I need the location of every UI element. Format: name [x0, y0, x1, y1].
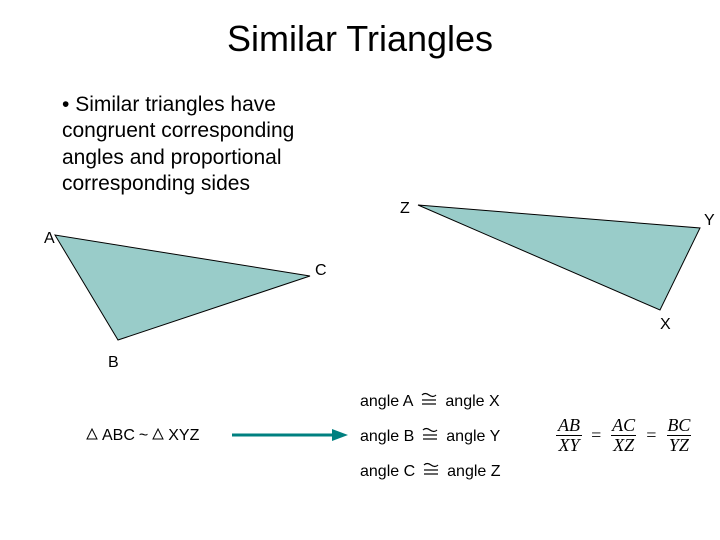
congruent-icon [422, 427, 438, 446]
slide-title: Similar Triangles [0, 18, 720, 60]
triangle-icon [152, 427, 164, 445]
angle-left: angle C [360, 463, 415, 481]
fraction-den: XZ [611, 435, 636, 455]
label-a: A [44, 230, 55, 248]
triangle-abc-shape [55, 235, 310, 340]
label-y: Y [704, 212, 715, 230]
angle-right: angle Z [447, 463, 500, 481]
fraction-num: AB [556, 416, 582, 435]
angle-right: angle Y [446, 428, 500, 446]
similarity-tilde: ~ [139, 427, 148, 445]
triangle-xyz [0, 0, 720, 540]
fraction-den: YZ [667, 435, 691, 455]
angle-row-3: angle C angle Z [360, 462, 501, 481]
similarity-right: XYZ [168, 427, 199, 445]
label-b: B [108, 354, 119, 372]
fraction-2: AC XZ [610, 416, 637, 455]
triangle-icon [86, 427, 98, 445]
angle-row-1: angle A angle X [360, 392, 500, 411]
fraction-den: XY [556, 435, 581, 455]
congruent-icon [423, 462, 439, 481]
bullet-text: Similar triangles have congruent corresp… [62, 93, 294, 195]
congruent-icon [421, 392, 437, 411]
equals-sign: = [588, 425, 604, 446]
angle-right: angle X [445, 393, 499, 411]
angle-row-2: angle B angle Y [360, 427, 500, 446]
triangle-abc [0, 0, 720, 540]
label-z: Z [400, 200, 410, 218]
bullet-point: Similar triangles have congruent corresp… [62, 92, 362, 197]
angle-left: angle B [360, 428, 414, 446]
fraction-num: BC [665, 416, 692, 435]
implies-arrow [0, 0, 720, 540]
label-x: X [660, 316, 671, 334]
similarity-left: ABC [102, 427, 135, 445]
proportion-equation: AB XY = AC XZ = BC YZ [556, 416, 692, 455]
equals-sign: = [643, 425, 659, 446]
angle-left: angle A [360, 393, 413, 411]
label-c: C [315, 262, 327, 280]
fraction-num: AC [610, 416, 637, 435]
similarity-statement: ABC ~ XYZ [86, 427, 199, 445]
fraction-3: BC YZ [665, 416, 692, 455]
fraction-1: AB XY [556, 416, 582, 455]
triangle-xyz-shape [418, 205, 700, 310]
